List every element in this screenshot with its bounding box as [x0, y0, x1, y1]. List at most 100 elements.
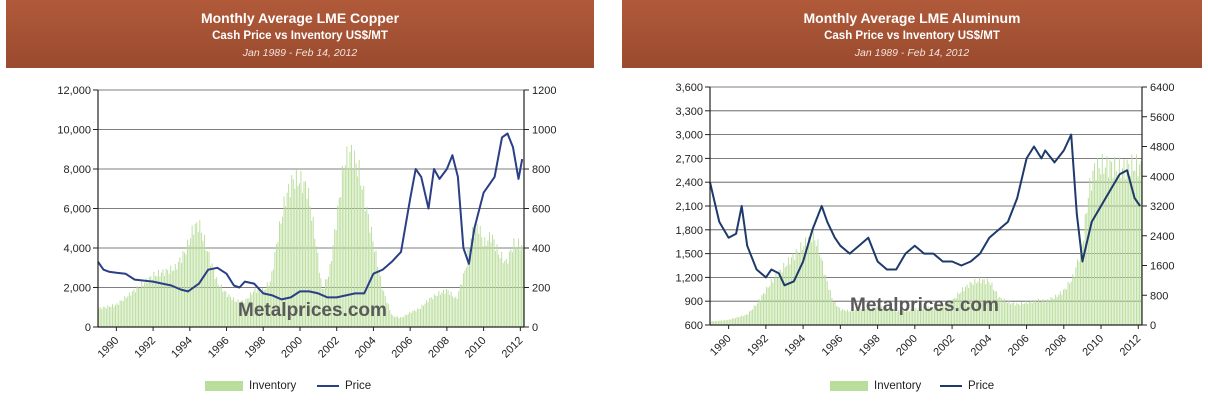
inventory-bar [398, 318, 400, 327]
inventory-bar [495, 251, 497, 327]
inventory-bar [202, 240, 204, 327]
inventory-bar [233, 297, 234, 327]
inventory-bar [836, 306, 838, 325]
inventory-bar [156, 276, 158, 327]
inventory-bar [318, 272, 320, 327]
inventory-bar [288, 183, 290, 327]
inventory-bar [511, 252, 513, 327]
inventory-bar [102, 306, 104, 327]
inventory-bar [713, 321, 715, 325]
inventory-bar [381, 289, 383, 327]
inventory-bar [229, 296, 231, 327]
inventory-bar [252, 291, 254, 327]
left-axis-tick-label: 600 [685, 320, 703, 332]
inventory-bar [904, 312, 906, 325]
inventory-bar [141, 281, 143, 327]
inventory-bar [104, 306, 106, 327]
legend-label-price: Price [345, 380, 372, 392]
inventory-bar [899, 312, 901, 325]
inventory-bar [943, 306, 945, 325]
inventory-bar [173, 270, 175, 327]
inventory-bar [1078, 261, 1080, 325]
inventory-bar [151, 279, 153, 327]
inventory-bar [147, 283, 149, 327]
left-axis-tick-label: 6,000 [63, 204, 91, 216]
inventory-bar [946, 305, 948, 325]
inventory-bar [352, 168, 354, 327]
inventory-bar [932, 306, 934, 325]
inventory-bar [1134, 170, 1136, 325]
inventory-bar [1002, 301, 1004, 325]
inventory-bar [291, 175, 293, 327]
inventory-bar [214, 279, 216, 327]
inventory-bar [426, 300, 428, 327]
inventory-bar [929, 308, 931, 325]
inventory-bar [430, 297, 432, 327]
chart-date-range: Jan 1989 - Feb 14, 2012 [854, 47, 970, 59]
inventory-bar [119, 300, 121, 327]
inventory-bar [919, 307, 921, 325]
inventory-bar [110, 306, 112, 327]
inventory-bar [168, 273, 170, 327]
inventory-bar [257, 289, 259, 327]
inventory-bar [1075, 267, 1077, 325]
inventory-bar [1017, 303, 1019, 325]
inventory-bar [1047, 299, 1049, 325]
inventory-bar [355, 163, 357, 327]
inventory-bar [395, 316, 397, 327]
legend-label-price: Price [968, 380, 995, 392]
inventory-bar [432, 299, 434, 327]
inventory-bars [710, 153, 1142, 325]
inventory-bar [496, 244, 498, 327]
inventory-bar [848, 311, 850, 325]
inventory-bar [871, 307, 873, 325]
inventory-bar [1094, 163, 1095, 325]
inventory-bar [254, 287, 256, 327]
x-axis-tick-label: 2004 [353, 335, 379, 361]
inventory-bar [225, 291, 227, 327]
inventory-bar [482, 246, 484, 327]
inventory-bar [487, 240, 489, 327]
left-axis-tick-label: 8,000 [63, 164, 91, 176]
inventory-bar [321, 288, 323, 327]
legend-label-inventory: Inventory [249, 380, 297, 392]
inventory-bar [744, 315, 746, 325]
inventory-bar [826, 281, 828, 325]
inventory-bar [303, 181, 305, 327]
inventory-bar [170, 265, 172, 327]
inventory-bar [940, 305, 942, 325]
inventory-bar [1108, 177, 1109, 325]
inventory-bar [749, 311, 751, 325]
right-axis-tick-label: 0 [1150, 320, 1156, 332]
inventory-bar [401, 317, 403, 327]
left-axis-tick-label: 3,000 [675, 130, 703, 142]
inventory-bar [975, 283, 977, 325]
inventory-bar [176, 269, 178, 327]
inventory-bar [216, 277, 218, 327]
inventory-bar [314, 238, 316, 327]
inventory-bar [890, 308, 892, 325]
inventory-bar [501, 251, 503, 327]
inventory-bar [335, 230, 337, 327]
inventory-bar [944, 303, 946, 325]
inventory-bar [1126, 159, 1128, 325]
inventory-bar [1081, 244, 1083, 325]
inventory-bar [372, 241, 374, 327]
inventory-bar [814, 240, 816, 325]
inventory-bar [963, 291, 965, 325]
inventory-bar [1019, 305, 1021, 325]
inventory-bar [1121, 168, 1123, 325]
inventory-bar [927, 306, 929, 325]
inventory-bar [1109, 160, 1111, 325]
inventory-bar [223, 290, 225, 327]
inventory-bar [1098, 168, 1100, 325]
inventory-bar [208, 251, 210, 327]
legend-swatch-inventory [205, 380, 243, 391]
inventory-bar [974, 278, 976, 325]
inventory-bar [870, 308, 872, 325]
left-axis-tick-label: 2,000 [63, 283, 91, 295]
inventory-bar [786, 265, 788, 325]
left-axis-tick-label: 12,000 [57, 85, 91, 97]
copper-chart-panel: Monthly Average LME Copper Cash Price vs… [0, 0, 600, 405]
inventory-bar [107, 305, 109, 327]
